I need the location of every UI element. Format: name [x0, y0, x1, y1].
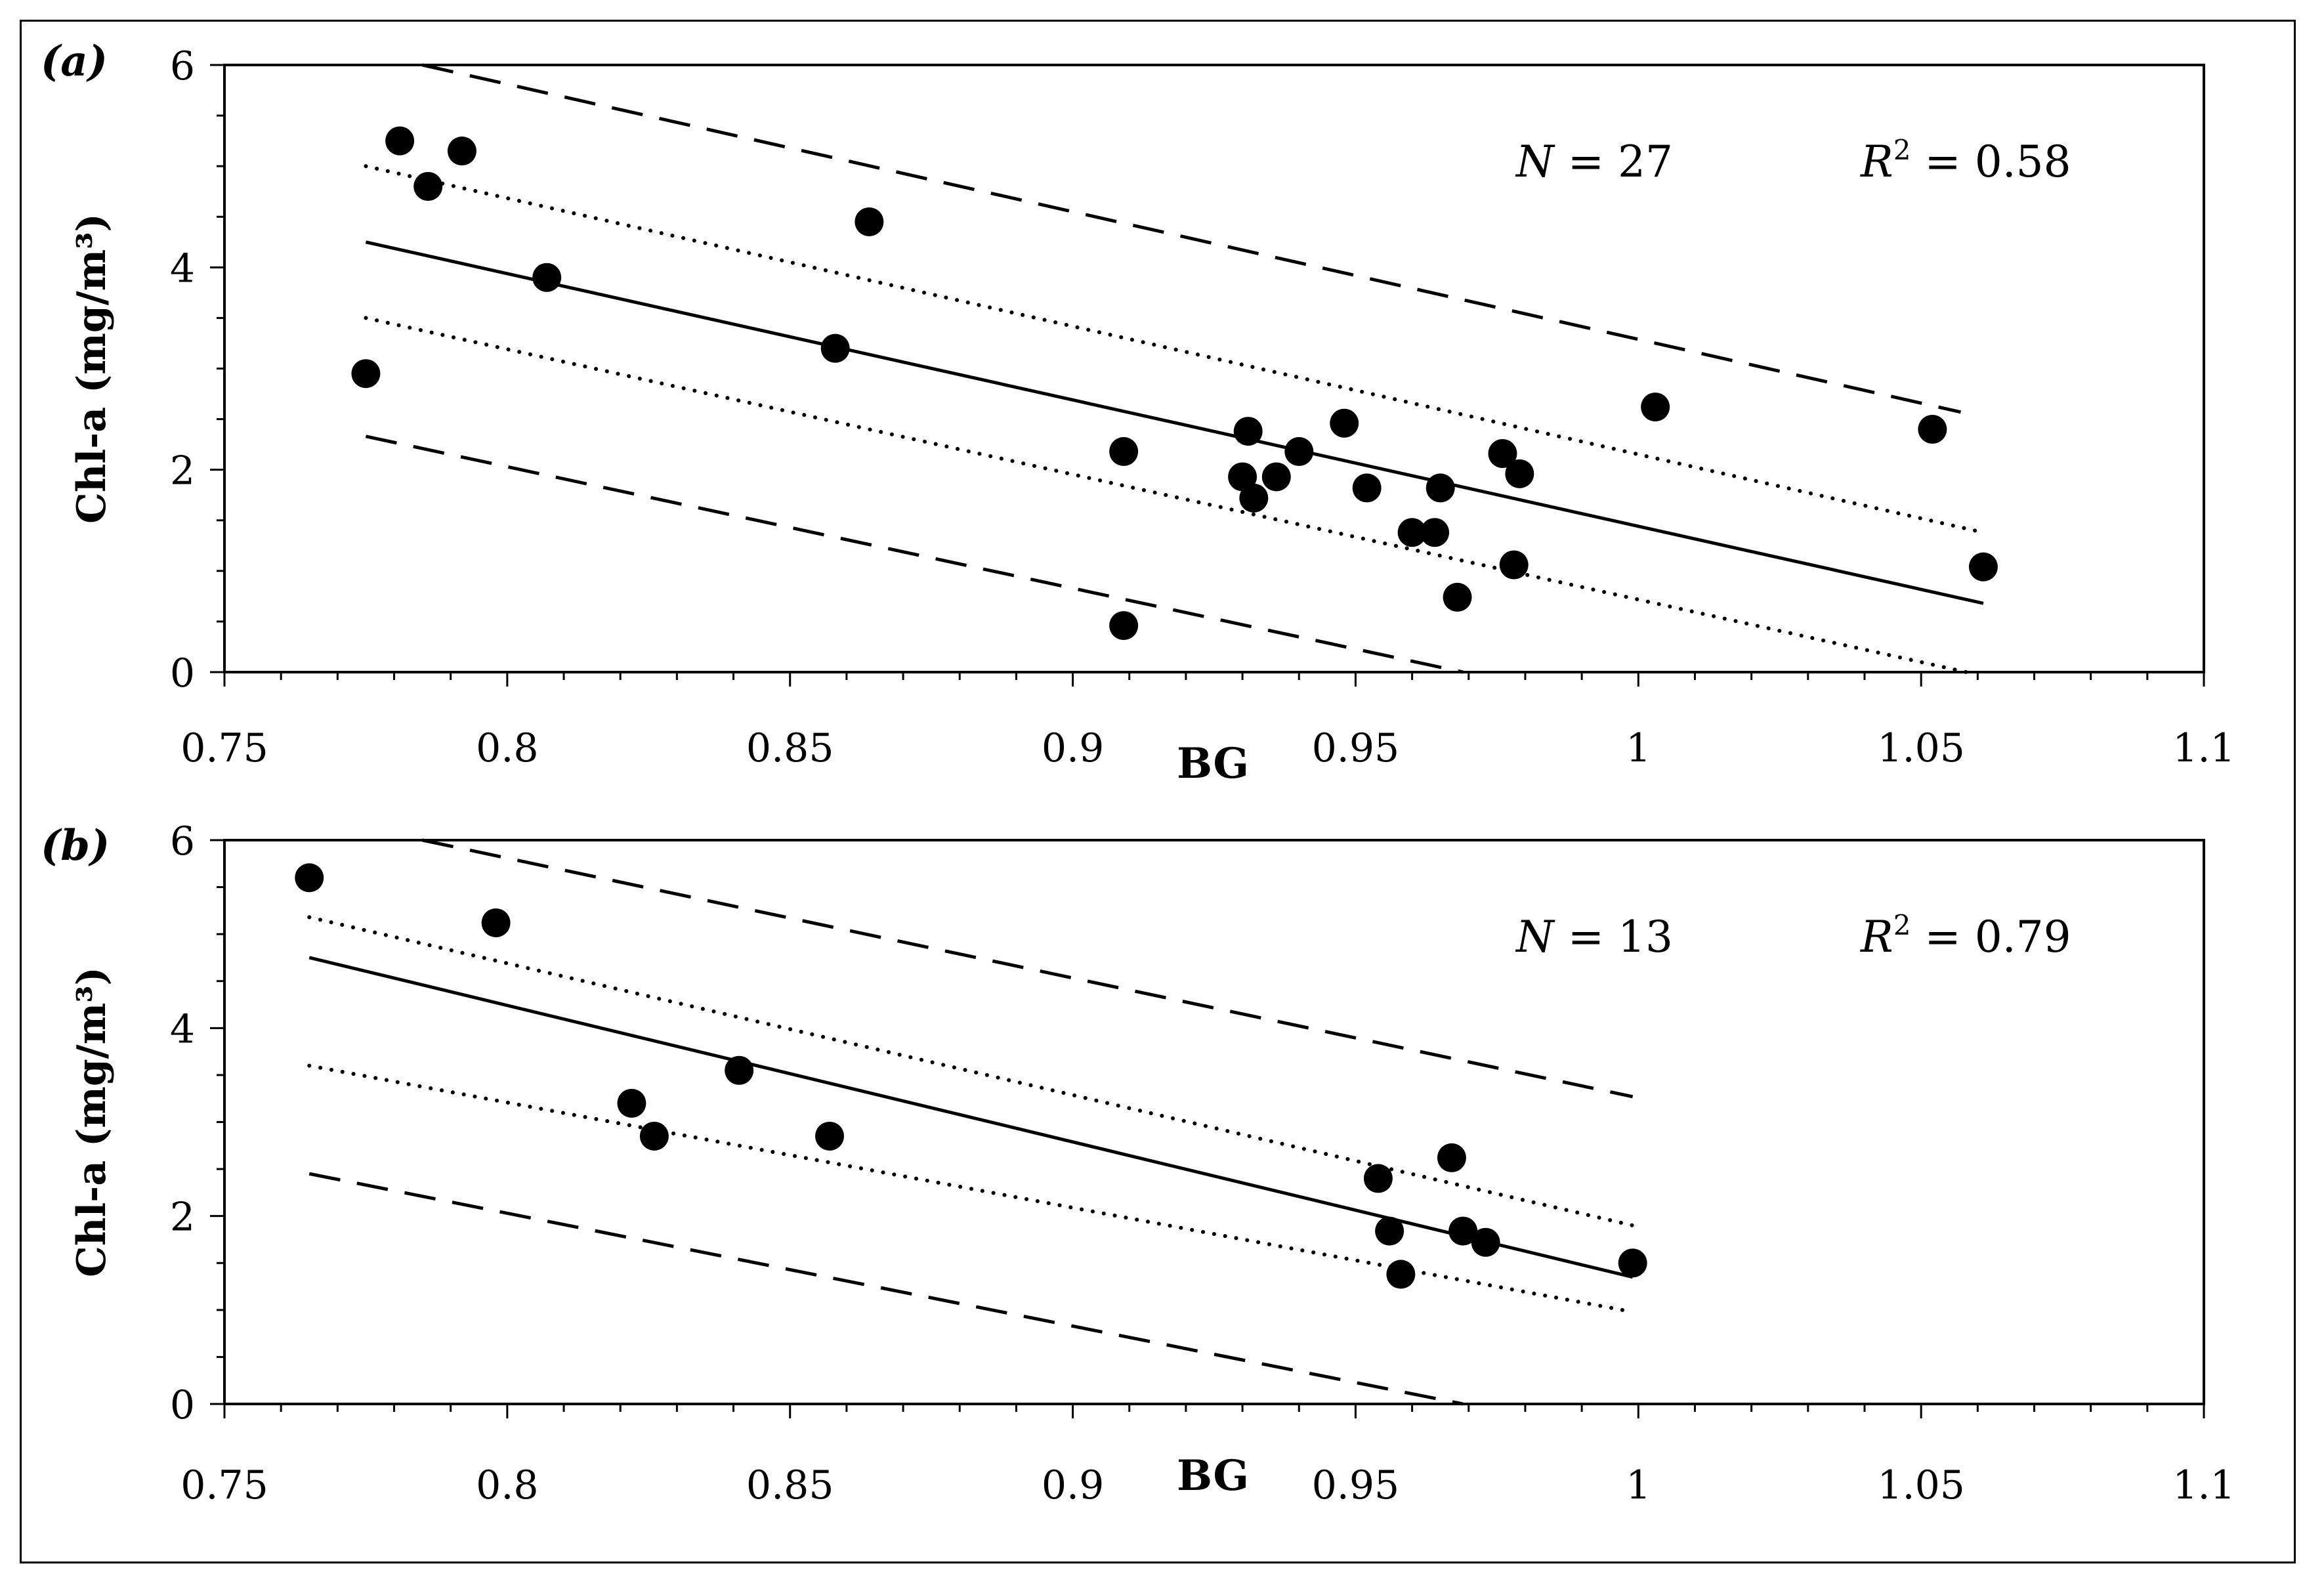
y-tick-label: 4	[170, 245, 195, 291]
x-tick-label: 1	[1626, 725, 1651, 771]
data-point	[855, 207, 884, 236]
prediction-interval-upper-line	[422, 838, 1634, 1099]
x-tick-label: 1.1	[2172, 725, 2235, 771]
x-tick-label: 0.95	[1312, 725, 1400, 771]
prediction-interval-lower-line	[308, 1172, 1464, 1406]
x-tick-label: 0.95	[1312, 1462, 1400, 1508]
data-point	[1239, 483, 1269, 513]
data-point	[1397, 518, 1427, 547]
y-tick-label: 6	[170, 43, 195, 89]
chart-panel-1: 0 2 4 6 0.75 0.8 0.85 0.9 0.95 1 1.05 1.1 BG Chl-a (m…	[41, 37, 2235, 788]
data-point	[617, 1088, 646, 1118]
x-tick-label: 0.8	[476, 725, 538, 771]
prediction-interval-upper-line	[422, 63, 1962, 414]
confidence-interval-lower-line	[364, 316, 1969, 674]
r2-annotation: R2 = 0.79	[1860, 909, 2071, 962]
data-point	[295, 863, 324, 893]
data-point	[1386, 1260, 1416, 1289]
x-axis-title: BG	[1177, 1451, 1249, 1500]
data-point	[1109, 611, 1139, 641]
data-point	[1488, 439, 1517, 468]
data-point	[1228, 462, 1257, 492]
data-point	[1261, 462, 1291, 492]
data-point	[1284, 436, 1314, 466]
panel-label: (a)	[41, 37, 108, 86]
y-tick-label: 6	[170, 818, 195, 864]
panel-label: (b)	[41, 821, 110, 870]
data-point	[413, 172, 443, 201]
data-point	[820, 333, 850, 363]
y-tick-label: 4	[170, 1006, 195, 1052]
x-tick-label: 0.75	[180, 1462, 268, 1508]
x-tick-label: 0.85	[746, 725, 834, 771]
confidence-interval-upper-line	[307, 915, 1635, 1227]
data-point	[1443, 582, 1472, 612]
data-point	[1448, 1216, 1478, 1246]
y-tick-label: 0	[170, 650, 195, 696]
data-point	[1426, 473, 1455, 503]
data-point	[481, 908, 511, 937]
y-axis-title: Chl-a (mg/m³)	[69, 967, 115, 1277]
x-tick-label: 0.8	[476, 1462, 538, 1508]
y-axis-title: Chl-a (mg/m³)	[69, 213, 115, 524]
data-point	[447, 137, 476, 166]
x-tick-label: 1	[1626, 1462, 1651, 1508]
x-tick-label: 1.05	[1877, 725, 1965, 771]
data-point	[1363, 1164, 1393, 1193]
r2-annotation: R2 = 0.58	[1860, 134, 2071, 187]
prediction-interval-lower-line	[365, 435, 1464, 674]
y-tick-label: 2	[170, 448, 195, 494]
n-annotation: N = 27	[1515, 137, 1673, 187]
data-point	[385, 126, 415, 156]
data-point	[1505, 459, 1534, 488]
regression-fit-line	[308, 956, 1634, 1279]
confidence-interval-upper-line	[364, 164, 1985, 535]
data-point	[1499, 550, 1529, 580]
data-point	[1233, 417, 1263, 446]
x-axis-title: BG	[1177, 739, 1249, 788]
data-point	[532, 263, 562, 292]
x-tick-label: 0.9	[1042, 725, 1104, 771]
x-tick-label: 0.9	[1042, 1462, 1104, 1508]
data-point	[639, 1121, 669, 1151]
data-point	[351, 359, 381, 389]
data-point	[815, 1121, 845, 1151]
data-point	[725, 1055, 754, 1085]
data-point	[1330, 408, 1359, 438]
data-point	[1109, 436, 1139, 466]
data-point	[1420, 518, 1450, 547]
data-point	[1352, 473, 1382, 503]
data-point	[1968, 552, 1998, 582]
n-annotation: N = 13	[1515, 912, 1673, 962]
data-point	[1641, 393, 1670, 422]
x-tick-label: 1.1	[2172, 1462, 2235, 1508]
confidence-interval-lower-line	[307, 1063, 1635, 1314]
data-point	[1918, 415, 1947, 444]
regression-fit-line	[365, 240, 1984, 605]
data-point	[1437, 1143, 1466, 1172]
y-tick-label: 0	[170, 1382, 195, 1428]
data-point	[1618, 1248, 1647, 1278]
x-tick-label: 0.85	[746, 1462, 834, 1508]
data-point	[1471, 1227, 1500, 1257]
x-tick-label: 1.05	[1877, 1462, 1965, 1508]
y-tick-label: 2	[170, 1195, 195, 1241]
figure-frame	[20, 20, 2296, 1563]
data-point	[1375, 1216, 1405, 1246]
chart-panel-2: 0 2 4 6 0.75 0.8 0.85 0.9 0.95 1 1.05 1.1 BG Chl-a (m…	[41, 818, 2235, 1508]
x-tick-label: 0.75	[180, 725, 268, 771]
